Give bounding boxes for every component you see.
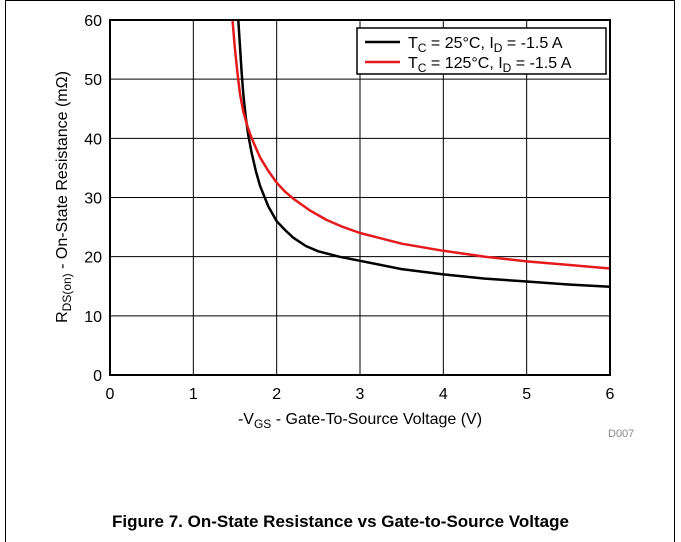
legend: TC = 25°C, ID = -1.5 A TC = 125°C, ID = … xyxy=(356,27,607,75)
x-tick-label: 4 xyxy=(439,386,448,403)
plot-area xyxy=(109,19,611,376)
y-tick-label: 50 xyxy=(84,72,102,89)
figure-frame-left xyxy=(5,0,6,542)
figure-caption: Figure 7. On-State Resistance vs Gate-to… xyxy=(112,512,569,531)
x-tick-label: 0 xyxy=(106,386,115,403)
legend-label-125c: TC = 125°C, ID = -1.5 A xyxy=(408,55,572,75)
y-tick-label: 10 xyxy=(84,309,102,326)
legend-box xyxy=(356,27,607,75)
figure-code: D007 xyxy=(608,428,634,440)
x-tick-label: 2 xyxy=(272,386,281,403)
y-tick-label: 0 xyxy=(93,368,102,385)
series-lines xyxy=(231,19,611,289)
figure-frame-right xyxy=(674,0,675,542)
x-tick-label: 1 xyxy=(189,386,198,403)
series-line-125c xyxy=(231,19,611,270)
x-tick-label: 3 xyxy=(356,386,365,403)
series-line-25c xyxy=(237,19,611,289)
y-axis-label: RDS(on) - On-State Resistance (mΩ) xyxy=(54,71,74,323)
grid-lines xyxy=(110,20,610,375)
y-tick-label: 20 xyxy=(84,250,102,267)
x-axis-label: -VGS - Gate-To-Source Voltage (V) xyxy=(238,411,482,431)
x-tick-label: 6 xyxy=(606,386,615,403)
figure-frame-top xyxy=(5,0,675,1)
y-tick-label: 60 xyxy=(84,13,102,30)
y-tick-label: 30 xyxy=(84,191,102,208)
legend-label-25c: TC = 25°C, ID = -1.5 A xyxy=(408,35,563,55)
y-tick-label: 40 xyxy=(84,131,102,148)
x-tick-label: 5 xyxy=(522,386,531,403)
